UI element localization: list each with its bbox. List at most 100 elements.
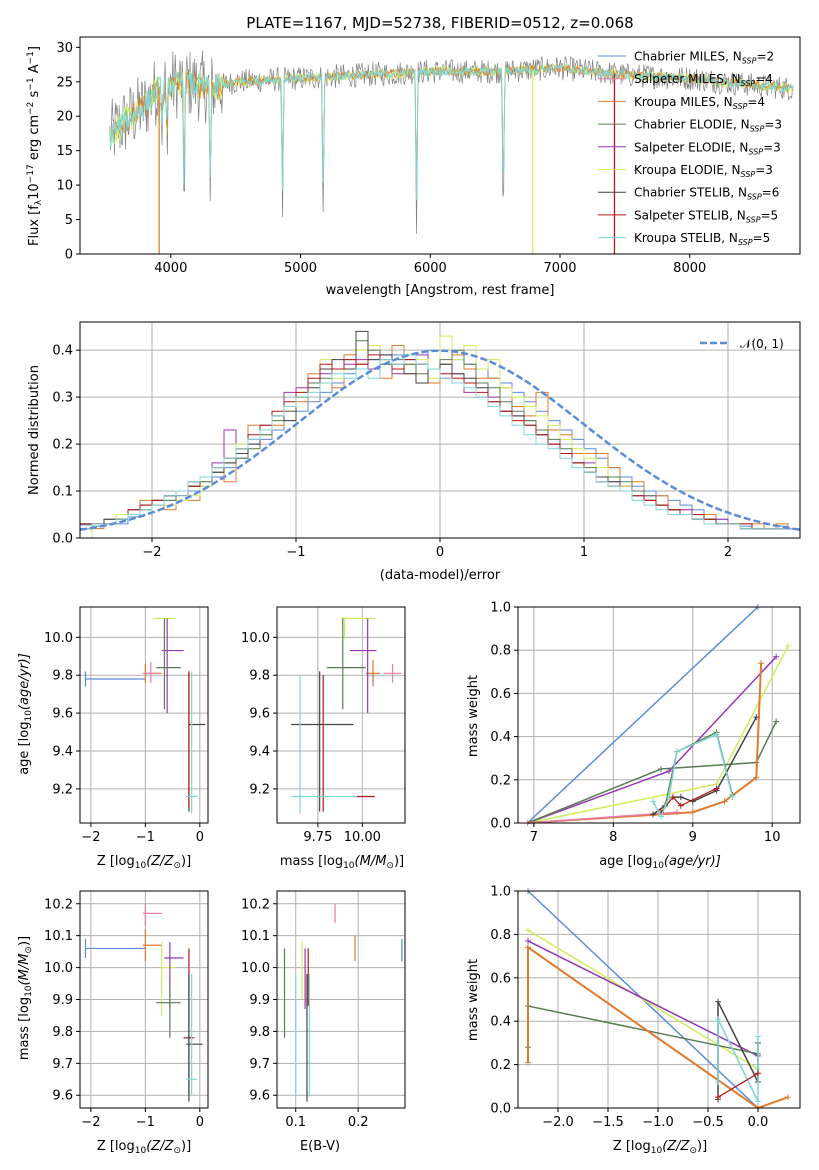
z-vs-weight-xtick-label: −1.0	[642, 1115, 674, 1130]
spectrum-lines	[109, 50, 794, 254]
spectrum-xtick-label: 8000	[673, 261, 706, 276]
mass-vs-age-xlabel: mass [log10(M/M⊙)]	[280, 854, 404, 871]
z-vs-weight-panel: −2.0 −1.5 −1.0 −0.5 0.0 0.0 0.2 0.4 0.6 0.8 1.0 Z …	[466, 885, 801, 1156]
z-vs-weight-line-kroupa_stelib	[717, 1018, 759, 1102]
age-vs-weight-ytick-label: 0.4	[490, 730, 511, 745]
z-vs-weight-plot-area: −2.0 −1.5 −1.0 −0.5 0.0 0.0 0.2 0.4 0.6 0.8 1.0	[490, 885, 801, 1130]
ebv-vs-mass-plot-area: 0.1 0.2 9.6 9.7 9.8 9.9 10.0 10.1 10.2	[241, 890, 406, 1130]
z-vs-age-ytick-label: 9.6	[52, 707, 73, 722]
mass-vs-age-ytick-label: 9.2	[249, 782, 270, 797]
z-vs-weight-xtick-label: 0.0	[748, 1115, 769, 1130]
mass-vs-age-panel: 9.75 10.00 9.2 9.4 9.6 9.8 10.0 mass [log10(M/…	[241, 606, 406, 871]
z-vs-age-xtick-label: 0	[196, 830, 204, 845]
residuals-ytick-label: 0.0	[52, 532, 73, 547]
spectrum-xtick-label: 5000	[284, 261, 317, 276]
z-vs-mass-xtick-label: −1	[136, 1115, 155, 1130]
spectrum-ytick-label: 25	[56, 75, 73, 90]
z-vs-mass-ytick-label: 10.0	[44, 961, 73, 976]
spectrum-xtick-label: 6000	[414, 261, 447, 276]
age-vs-weight-line-salpeter_stelib	[660, 787, 717, 813]
z-vs-age-frame	[79, 606, 209, 824]
age-vs-weight-xtick-label: 7	[530, 830, 538, 845]
z-vs-weight-ylabel: mass weight	[466, 959, 481, 1041]
z-vs-weight-frame	[517, 890, 801, 1109]
z-vs-mass-ytick-label: 9.9	[52, 993, 73, 1008]
z-vs-weight-line-salpeter_stelib	[717, 1072, 759, 1098]
z-vs-weight-line-kroupa_miles	[527, 945, 789, 1110]
z-vs-age-panel: −2 −1 0 9.2 9.4 9.6 9.8 10.0 Z [log10(Z/Z⊙)] ag…	[17, 606, 209, 871]
age-vs-weight-frame	[517, 606, 801, 824]
mass-vs-age-frame	[276, 606, 406, 824]
age-vs-weight-xlabel: age [log10(age/yr)]	[599, 854, 721, 871]
residuals-legend: 𝒩(0, 1)	[700, 337, 784, 351]
observed-spectrum-line	[109, 50, 794, 234]
z-vs-age-ylabel: age [log10(age/yr)]	[17, 653, 34, 775]
age-vs-weight-ytick-label: 1.0	[490, 601, 511, 616]
residuals-histograms	[79, 330, 801, 539]
z-vs-mass-xlabel: Z [log10(Z/Z⊙)]	[97, 1139, 191, 1156]
mass-vs-age-ytick-label: 10.0	[241, 631, 270, 646]
age-vs-weight-line-chabrier_miles	[526, 606, 759, 824]
residuals-ytick-label: 0.1	[52, 485, 73, 500]
z-vs-weight-line-salpeter_elodie	[527, 940, 759, 1057]
residuals-ytick-label: 0.4	[52, 344, 73, 359]
mass-vs-age-xtick-label: 10.00	[344, 830, 381, 845]
gaussian-curve	[79, 349, 801, 532]
mass-vs-age-ytick-label: 9.4	[249, 745, 270, 760]
z-vs-mass-ytick-label: 9.6	[52, 1089, 73, 1104]
z-vs-age-plot-area: −2 −1 0 9.2 9.4 9.6 9.8 10.0	[44, 606, 209, 845]
residuals-axes: −2 −1 0 1 2 0.0 0.1 0.2 0.3 0.4	[52, 321, 801, 560]
residuals-xtick-label: 2	[724, 545, 732, 560]
z-vs-mass-panel: −2 −1 0 9.6 9.7 9.8 9.9 10.0 10.1 10.2 Z [log10(Z…	[17, 890, 209, 1156]
spectrum-ytick-label: 5	[65, 213, 73, 228]
residuals-ytick-label: 0.2	[52, 438, 73, 453]
residuals-xtick-label: −2	[142, 545, 161, 560]
legend-label-kroupa_elodie: Kroupa ELODIE, NSSP=3	[634, 163, 773, 179]
z-vs-mass-xtick-label: 0	[196, 1115, 204, 1130]
z-vs-age-xlabel: Z [log10(Z/Z⊙)]	[97, 854, 191, 871]
age-vs-weight-xtick-label: 8	[609, 830, 617, 845]
spectrum-frame	[79, 36, 801, 255]
legend-label-chabrier_miles: Chabrier MILES, NSSP=2	[634, 50, 774, 66]
legend-label-kroupa_miles: Kroupa MILES, NSSP=4	[634, 95, 765, 111]
z-vs-age-ytick-label: 9.4	[52, 745, 73, 760]
z-vs-mass-ytick-label: 9.7	[52, 1057, 73, 1072]
ebv-vs-mass-xtick-label: 0.1	[285, 1115, 306, 1130]
z-vs-weight-xtick-label: −0.5	[692, 1115, 724, 1130]
z-vs-mass-ytick-label: 10.2	[44, 897, 73, 912]
spectrum-ytick-label: 20	[56, 110, 73, 125]
z-vs-weight-ytick-label: 0.4	[490, 1015, 511, 1030]
residuals-xtick-label: 1	[580, 545, 588, 560]
ebv-vs-mass-ytick-label: 9.7	[249, 1057, 270, 1072]
z-vs-weight-ytick-label: 1.0	[490, 885, 511, 900]
age-vs-weight-ytick-label: 0.6	[490, 687, 511, 702]
z-vs-age-xtick-label: −1	[136, 830, 155, 845]
residuals-ylabel: Normed distribution	[27, 365, 42, 495]
mass-vs-age-ytick-label: 9.6	[249, 707, 270, 722]
z-vs-weight-xtick-label: −1.5	[592, 1115, 624, 1130]
histogram-kroupa_stelib	[80, 354, 800, 530]
z-vs-weight-xtick-label: −2.0	[542, 1115, 574, 1130]
model-spectrum-kroupa-miles	[109, 63, 794, 194]
spectrum-xtick-label: 4000	[154, 261, 187, 276]
z-vs-weight-ytick-label: 0.6	[490, 971, 511, 986]
legend-label-chabrier_elodie: Chabrier ELODIE, NSSP=3	[634, 118, 782, 134]
mass-vs-age-ytick-label: 9.8	[249, 669, 270, 684]
age-vs-weight-ylabel: mass weight	[466, 675, 481, 757]
age-vs-weight-ytick-label: 0.2	[490, 773, 511, 788]
z-vs-age-ytick-label: 9.8	[52, 669, 73, 684]
age-vs-weight-plot-area: 7 8 9 10 0.0 0.2 0.4 0.6 0.8 1.0	[490, 601, 801, 845]
legend-label-chabrier_stelib: Chabrier STELIB, NSSP=6	[634, 186, 779, 202]
mass-vs-age-plot-area: 9.75 10.00 9.2 9.4 9.6 9.8 10.0	[241, 606, 406, 845]
z-vs-mass-ytick-label: 9.8	[52, 1025, 73, 1040]
spectrum-legend: Chabrier MILES, NSSP=2 Salpeter MILES, NS…	[598, 50, 782, 247]
legend-label-kroupa_stelib: Kroupa STELIB, NSSP=5	[634, 231, 770, 247]
ebv-vs-mass-ytick-label: 9.9	[249, 993, 270, 1008]
z-vs-mass-ytick-label: 10.1	[44, 929, 73, 944]
ebv-vs-mass-ytick-label: 10.2	[241, 897, 270, 912]
z-vs-age-ytick-label: 9.2	[52, 782, 73, 797]
spectrum-title: PLATE=1167, MJD=52738, FIBERID=0512, z=0…	[246, 14, 633, 32]
spectrum-ytick-label: 30	[56, 41, 73, 56]
z-vs-weight-ytick-label: 0.0	[490, 1102, 511, 1117]
